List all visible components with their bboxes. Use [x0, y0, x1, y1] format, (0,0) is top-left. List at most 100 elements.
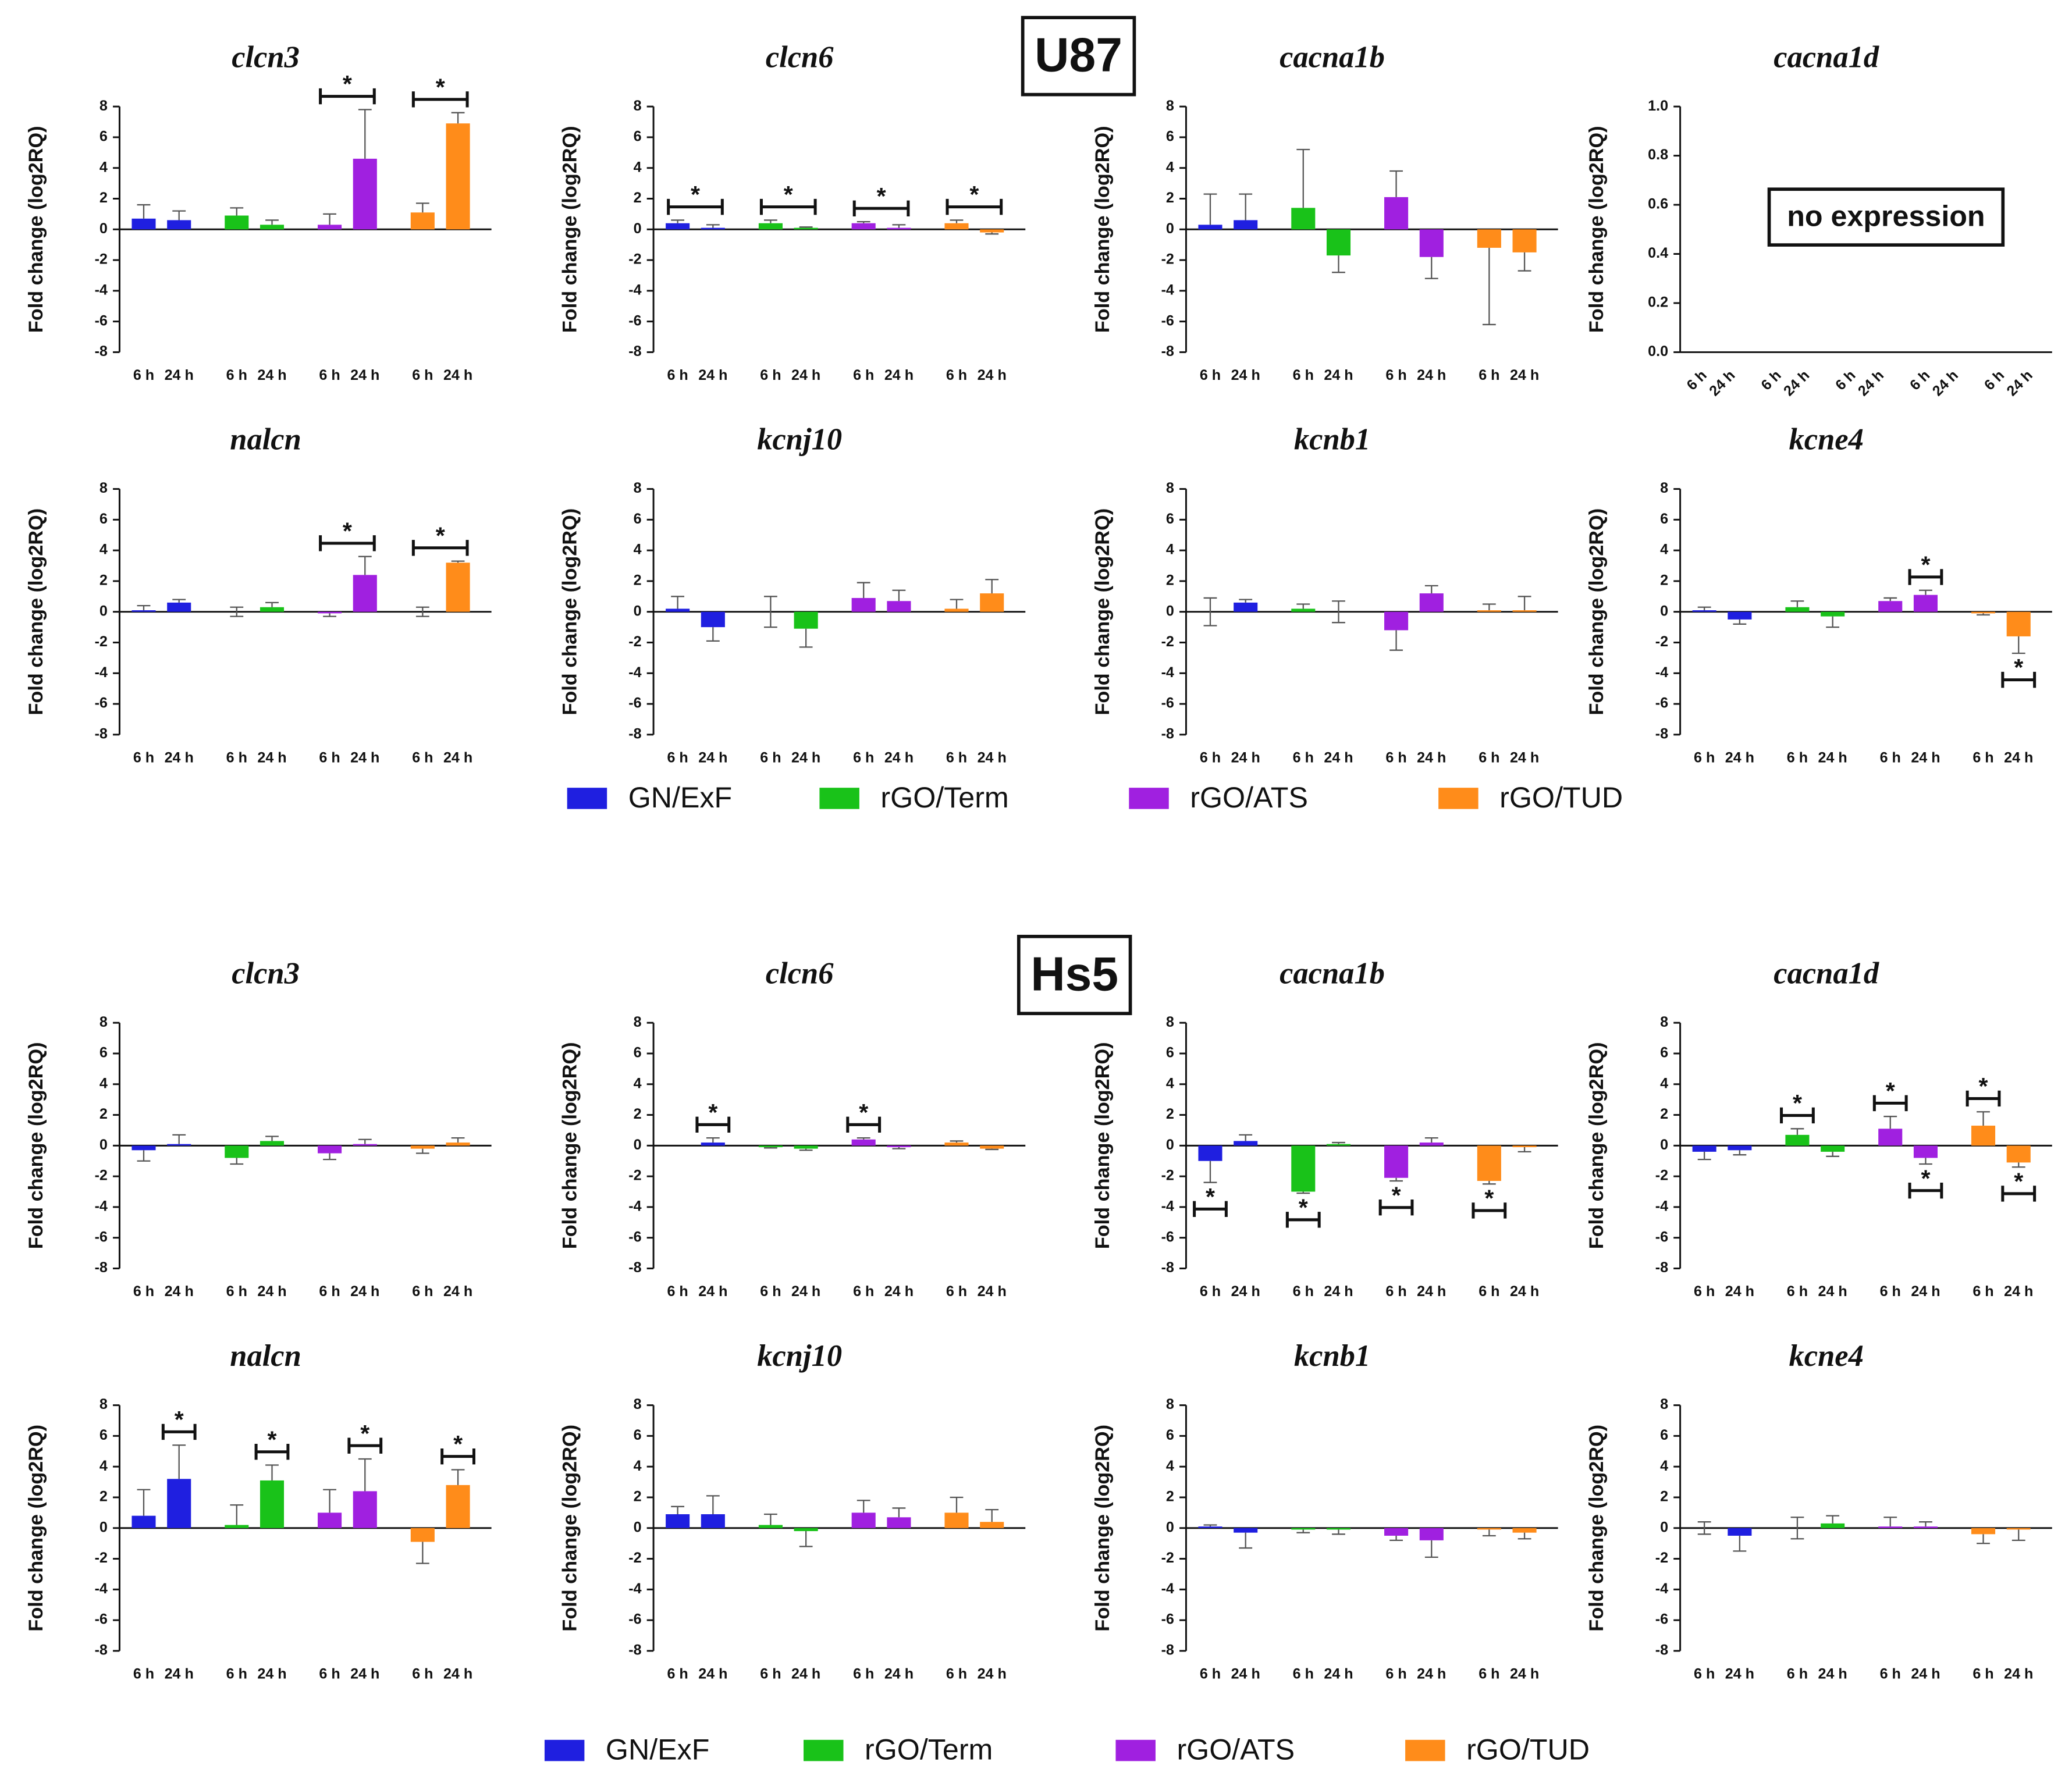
- y-tick-label: -2: [628, 251, 641, 268]
- y-axis-label: Fold change (log2RQ): [559, 126, 581, 333]
- y-tick-label: 6: [1166, 129, 1174, 145]
- x-tick-label: 6 h: [1973, 1666, 1993, 1682]
- x-tick-label: 6 h: [1694, 750, 1715, 766]
- x-tick-label: 24 h: [1818, 1283, 1847, 1300]
- bar: [851, 597, 876, 612]
- significance-label: *: [343, 517, 352, 544]
- y-tick-label: 4: [99, 1075, 108, 1091]
- significance-bracket: [1378, 1200, 1414, 1216]
- bar: [1821, 611, 1845, 617]
- x-tick-label: 24 h: [165, 367, 194, 383]
- bar: [446, 1143, 470, 1146]
- y-tick-label: -2: [95, 1550, 108, 1566]
- significance-label: *: [784, 181, 793, 208]
- significance-label: *: [1392, 1181, 1401, 1208]
- bar: [851, 1139, 876, 1146]
- y-tick-label: -4: [1161, 282, 1174, 298]
- y-axis-label: Fold change (log2RQ): [559, 1425, 581, 1632]
- x-tick-label: 24 h: [350, 1283, 379, 1300]
- significance-bracket: [161, 1423, 197, 1440]
- y-tick-label: -8: [1161, 343, 1174, 360]
- bar: [1971, 1528, 1996, 1535]
- y-tick-label: 2: [1660, 1106, 1668, 1122]
- bar: [944, 1143, 969, 1146]
- x-tick-label: 6 h: [1832, 367, 1858, 393]
- y-tick-label: -4: [628, 282, 641, 298]
- chart-title: clcn6: [766, 40, 834, 74]
- bar: [1477, 1145, 1501, 1181]
- y-tick-label: -8: [1655, 725, 1668, 742]
- x-tick-label: 6 h: [946, 750, 967, 766]
- y-tick-label: 6: [1660, 1427, 1668, 1443]
- bar: [1728, 1528, 1752, 1536]
- y-tick-label: -8: [1161, 725, 1174, 742]
- y-axis-label: Fold change (log2RQ): [25, 126, 47, 333]
- legend-swatch: [1129, 788, 1169, 809]
- y-tick-label: -4: [628, 1198, 641, 1215]
- x-tick-label: 24 h: [1911, 1283, 1940, 1300]
- legend-label: GN/ExF: [606, 1734, 710, 1766]
- bar: [1291, 1528, 1316, 1530]
- x-tick-label: 24 h: [1510, 367, 1539, 383]
- significance-label: *: [343, 70, 352, 97]
- x-tick-label: 24 h: [1417, 1666, 1446, 1682]
- legend-swatch: [1115, 1739, 1156, 1761]
- bar: [2006, 611, 2031, 636]
- x-tick-label: 6 h: [1479, 1666, 1499, 1682]
- significance-label: *: [1299, 1194, 1308, 1220]
- bar: [1692, 610, 1716, 612]
- y-tick-label: -8: [628, 1259, 641, 1276]
- significance-bracket: [1193, 1201, 1228, 1218]
- x-tick-label: 6 h: [946, 367, 967, 383]
- legend-label: GN/ExF: [628, 781, 733, 814]
- y-tick-label: -2: [95, 633, 108, 650]
- y-tick-label: 8: [1166, 1396, 1174, 1412]
- y-tick-label: 4: [1660, 1458, 1668, 1474]
- y-tick-label: 0: [1660, 1137, 1668, 1153]
- x-tick-label: 6 h: [319, 1666, 340, 1682]
- y-tick-label: 4: [1166, 542, 1174, 558]
- significance-label: *: [360, 1420, 369, 1447]
- bar: [1234, 602, 1258, 612]
- y-tick-label: -4: [95, 1198, 108, 1215]
- y-tick-label: 1.0: [1648, 98, 1668, 114]
- x-tick-label: 6 h: [1200, 367, 1221, 383]
- x-tick-label: 24 h: [978, 750, 1007, 766]
- chart-title: kcnb1: [1294, 1339, 1370, 1373]
- y-tick-label: -6: [1655, 1611, 1668, 1628]
- bar: [944, 1512, 969, 1528]
- y-tick-label: 6: [1660, 1045, 1668, 1061]
- y-tick-label: -6: [95, 695, 108, 711]
- y-axis-label: Fold change (log2RQ): [1092, 1042, 1114, 1250]
- x-tick-label: 24 h: [1231, 1666, 1260, 1682]
- bar: [1878, 1526, 1903, 1528]
- y-tick-label: 4: [634, 159, 642, 175]
- legend-swatch: [567, 788, 607, 809]
- significance-bracket: [759, 198, 817, 215]
- legend-label: rGO/Term: [865, 1734, 993, 1766]
- x-tick-label: 24 h: [1929, 367, 1961, 399]
- x-tick-label: 6 h: [412, 750, 433, 766]
- y-tick-label: -4: [1161, 664, 1174, 681]
- y-tick-label: 8: [634, 480, 642, 496]
- y-axis-label: Fold change (log2RQ): [25, 508, 47, 716]
- y-tick-label: -2: [1161, 1550, 1174, 1566]
- bar: [353, 575, 377, 612]
- chart-title: cacna1b: [1280, 956, 1385, 990]
- bar: [167, 220, 191, 230]
- x-tick-label: 24 h: [257, 1283, 286, 1300]
- y-tick-label: 4: [634, 1458, 642, 1474]
- bar: [1326, 1144, 1351, 1146]
- bar: [353, 1491, 377, 1528]
- x-tick-label: 24 h: [1417, 367, 1446, 383]
- y-tick-label: 0: [1660, 1519, 1668, 1535]
- y-tick-label: 0.4: [1648, 245, 1668, 261]
- significance-bracket: [319, 88, 376, 105]
- x-tick-label: 24 h: [884, 1283, 914, 1300]
- x-tick-label: 6 h: [1479, 1283, 1499, 1300]
- bar: [701, 227, 725, 230]
- x-tick-label: 6 h: [1293, 1666, 1314, 1682]
- y-tick-label: 6: [1166, 1045, 1174, 1061]
- bar: [353, 158, 377, 230]
- x-tick-label: 6 h: [1787, 1283, 1808, 1300]
